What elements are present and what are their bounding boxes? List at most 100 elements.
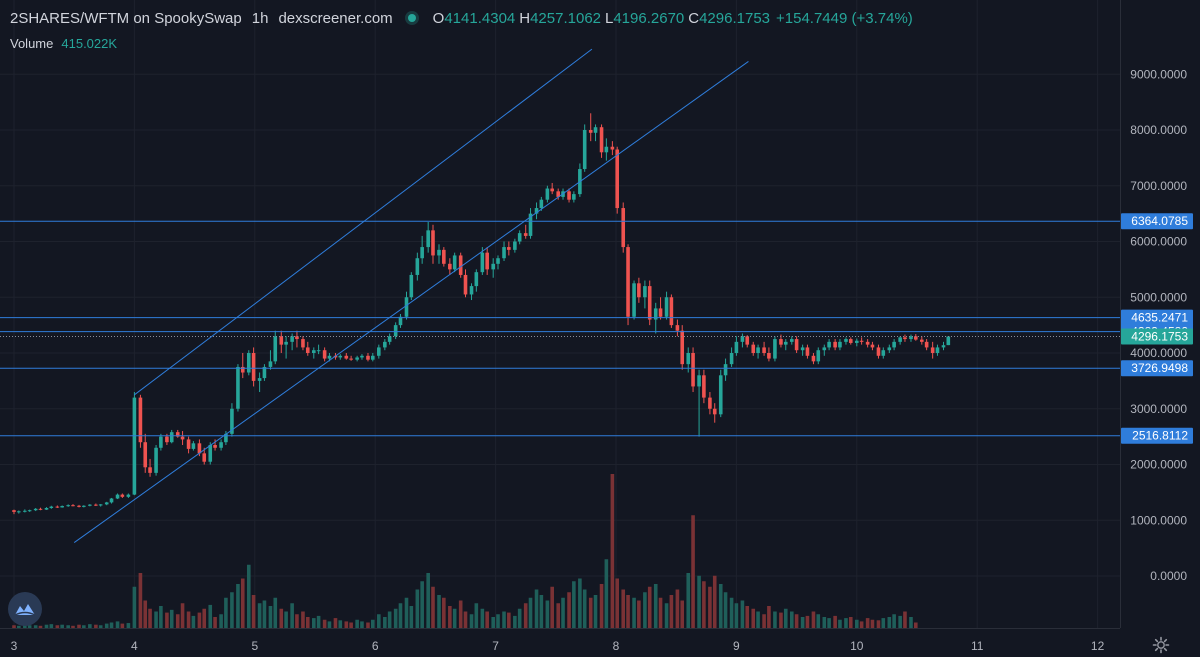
volume-bar [615, 578, 620, 628]
volume-bar [224, 597, 228, 628]
volume-bar [816, 614, 821, 628]
candle-body [251, 353, 256, 381]
candle-body [94, 504, 98, 506]
candle-body [811, 355, 816, 362]
volume-bar [545, 600, 550, 628]
volume-bar [881, 618, 886, 628]
candle-body [621, 208, 626, 248]
price-tick-label: 9000.0000 [1130, 67, 1187, 81]
candle-body [745, 336, 750, 345]
time-tick-label: 7 [492, 639, 499, 653]
volume-bar [855, 619, 859, 628]
volume-bar [301, 611, 305, 628]
candle-body [44, 507, 49, 510]
candle-body [502, 247, 506, 259]
volume-bar [159, 606, 163, 628]
candle-body [349, 358, 353, 360]
candle-body [740, 336, 745, 342]
candle-body [844, 339, 848, 342]
time-tick-label: 9 [733, 639, 740, 653]
volume-bar [859, 621, 864, 628]
volume-bar [909, 617, 913, 628]
pair-name[interactable]: 2SHARES/WFTM on SpookySwap [10, 9, 242, 27]
volume-bar [355, 619, 359, 628]
candle-body [751, 344, 756, 353]
volume-bar [582, 589, 587, 628]
volume-bar [240, 578, 245, 628]
candle-body [88, 504, 92, 506]
volume-bar [349, 622, 353, 628]
volume-bar [572, 581, 576, 628]
candle-body [71, 505, 75, 507]
dexscreener-logo-icon[interactable] [8, 592, 42, 626]
last-price-label: 4296.1753 [1131, 329, 1188, 343]
candle-body [702, 375, 706, 398]
gear-icon[interactable] [1150, 634, 1172, 656]
candle-body [653, 308, 658, 320]
candle-body [474, 272, 479, 287]
candle-body [262, 366, 267, 379]
candle-body [517, 233, 522, 242]
volume-bar [370, 619, 375, 628]
candle-body [599, 127, 604, 153]
volume-bar [604, 559, 609, 628]
candle-body [664, 297, 669, 317]
volume-bar [539, 595, 544, 628]
volume-bar [567, 592, 571, 628]
volume-bar [827, 618, 831, 628]
volume-bar [284, 611, 288, 628]
candle-body [98, 504, 103, 506]
candle-body [452, 255, 457, 270]
candle-body [718, 375, 723, 415]
candle-body [615, 149, 620, 209]
volume-bar [680, 600, 685, 628]
candle-body [138, 397, 143, 443]
volume-bar [898, 615, 902, 628]
volume-bar [305, 617, 310, 628]
volume-bar [398, 603, 403, 628]
candle-body [887, 347, 892, 351]
volume-bar [822, 617, 827, 628]
volume-bar [691, 515, 695, 628]
candle-body [658, 308, 663, 317]
candle-body [855, 340, 859, 343]
candle-body [126, 494, 131, 497]
time-axis[interactable] [0, 628, 1120, 657]
candle-body [240, 366, 245, 373]
candle-body [409, 274, 414, 298]
candle-body [246, 353, 251, 373]
candle-body [647, 286, 652, 320]
volume-bar [27, 625, 32, 628]
price-axis[interactable] [1120, 0, 1200, 628]
volume-bar [593, 595, 598, 628]
volume-bar [415, 589, 420, 628]
axis-labels: 9000.0000 8000.0000 7000.0000 6000.0000 5000… [11, 67, 1193, 653]
candle-body [469, 286, 474, 295]
volume-bar [295, 614, 299, 628]
candle-body [513, 241, 517, 250]
candle-body [66, 505, 70, 507]
volume-bar [491, 617, 495, 628]
time-tick-label: 3 [11, 639, 18, 653]
volume-bar [338, 620, 343, 628]
volume-bar [165, 612, 169, 628]
candle-body [115, 494, 120, 499]
volume-bar [892, 614, 896, 628]
interval-label[interactable]: 1h [251, 9, 269, 27]
volume-bar [154, 611, 158, 628]
change-value: +154.7449 (+3.74%) [776, 9, 913, 27]
volume-bar [98, 625, 103, 628]
candle-body [268, 361, 273, 367]
volume-bar [431, 586, 435, 628]
volume-bar [366, 622, 370, 628]
volume-bar [838, 619, 842, 628]
volume-bar [789, 611, 794, 628]
open-value: 4141.4304 [444, 9, 516, 27]
volume-bar [844, 618, 848, 628]
volume-bar [458, 600, 463, 628]
candle-body [723, 364, 728, 376]
price-tick-label: 0.0000 [1150, 569, 1187, 583]
candle-body [180, 436, 185, 440]
candle-body [366, 355, 370, 360]
